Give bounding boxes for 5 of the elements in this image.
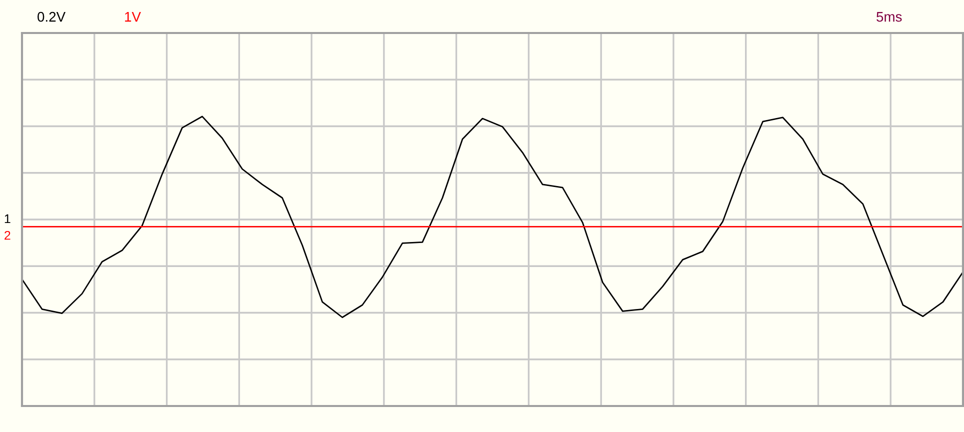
text: 5ms bbox=[876, 12, 902, 22]
text: 0.2V bbox=[38, 12, 66, 22]
text: 1V bbox=[125, 12, 141, 22]
series-label: 2 bbox=[4, 230, 10, 240]
text: 1 bbox=[4, 214, 10, 223]
